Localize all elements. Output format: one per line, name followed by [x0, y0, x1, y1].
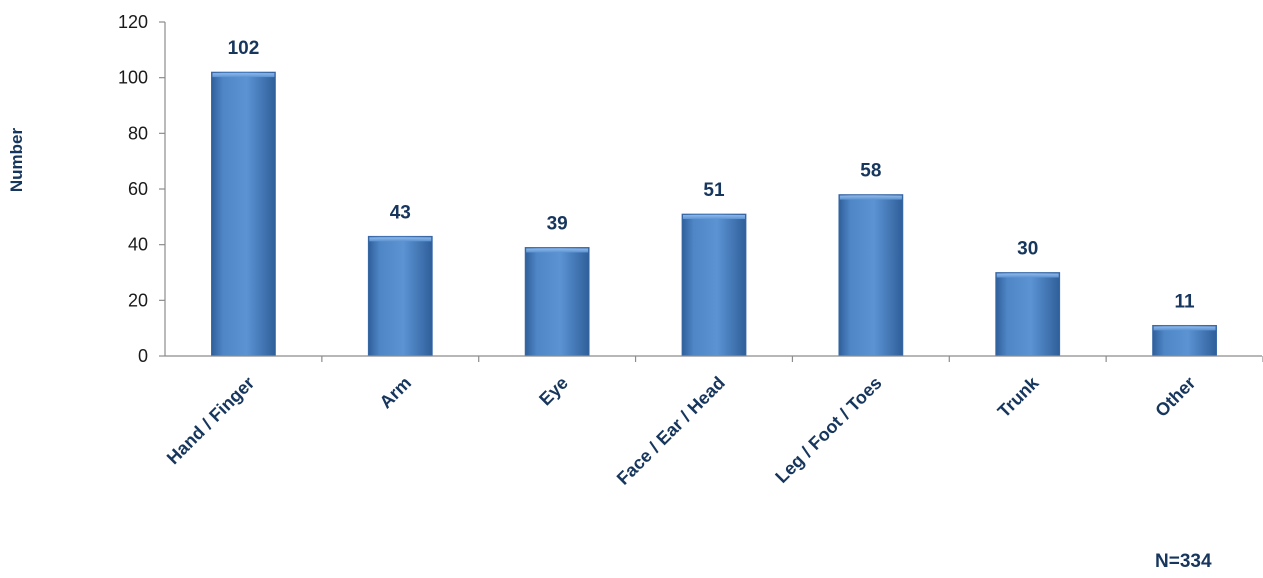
bar-highlight [526, 248, 589, 253]
y-tick-label: 40 [128, 235, 148, 255]
y-tick-label: 120 [118, 12, 148, 32]
bar [681, 213, 747, 357]
bar-value-label: 58 [860, 161, 881, 182]
bar-value-label: 51 [703, 180, 725, 201]
bar [524, 247, 590, 357]
x-category-label: Hand / Finger [163, 373, 258, 468]
y-axis: 0 20 40 60 80 100 120 [118, 12, 165, 366]
x-category-label: Arm [376, 373, 416, 413]
bar-highlight [1153, 326, 1216, 331]
y-tick-label: 20 [128, 290, 148, 310]
x-category-label: Leg / Foot / Toes [771, 373, 885, 487]
y-tick-label: 60 [128, 179, 148, 199]
bar [838, 194, 904, 357]
sample-size-note: N=334 [1155, 551, 1212, 572]
y-tick-label: 100 [118, 68, 148, 88]
bar [367, 235, 433, 357]
bar-highlight [996, 273, 1059, 278]
y-tick-label: 0 [138, 346, 148, 366]
x-category-label: Other [1151, 373, 1199, 421]
data-labels-group: 102 43 39 51 58 30 11 [228, 38, 1195, 312]
bar-value-label: 30 [1017, 239, 1038, 260]
y-tick-label: 80 [128, 123, 148, 143]
bar-value-label: 39 [547, 213, 568, 234]
x-category-label: Trunk [994, 372, 1043, 421]
bars-group [211, 71, 1217, 357]
bar-highlight [683, 215, 745, 220]
bar-value-label: 11 [1175, 291, 1196, 312]
x-category-label: Eye [535, 373, 572, 410]
bar-value-label: 102 [228, 38, 260, 59]
x-category-label: Face / Ear / Head [613, 373, 729, 489]
bar-highlight [369, 237, 432, 242]
y-axis-title: Number [7, 128, 26, 193]
bar-value-label: 43 [390, 202, 411, 223]
bar-highlight [839, 195, 902, 200]
bar [211, 71, 276, 357]
bar [995, 272, 1061, 357]
x-axis-labels: Hand / Finger Arm Eye Face / Ear / Head Leg … [163, 356, 1263, 489]
bar-highlight [212, 73, 275, 78]
